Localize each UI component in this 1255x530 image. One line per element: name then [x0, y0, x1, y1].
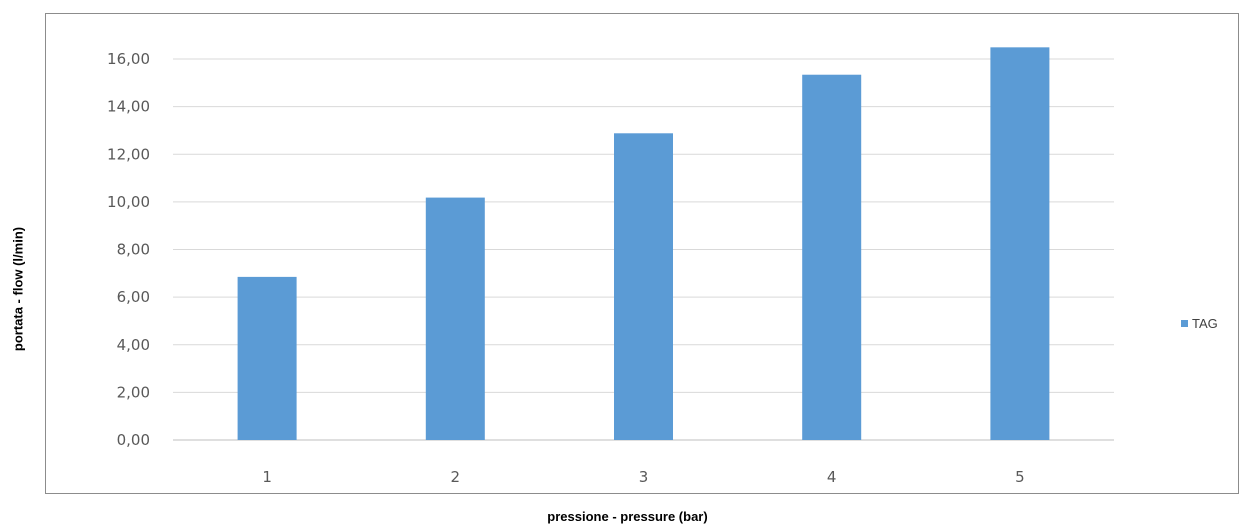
gridlines [173, 58, 1114, 441]
y-tick-label: 14,00 [107, 98, 150, 116]
x-tick-label: 4 [827, 468, 837, 486]
bar-2 [425, 197, 485, 440]
y-tick-label: 10,00 [107, 193, 150, 211]
x-tick-label: 2 [451, 468, 461, 486]
y-tick-label: 4,00 [117, 336, 150, 354]
y-tick-label: 2,00 [117, 383, 150, 401]
y-axis-label: portata - flow (l/min) [10, 226, 26, 352]
x-tick-label: 5 [1015, 468, 1025, 486]
bar-5 [990, 47, 1050, 440]
legend-swatch-tag [1181, 320, 1188, 327]
x-tick-label: 1 [262, 468, 272, 486]
y-tick-label: 0,00 [117, 431, 150, 449]
bars [237, 47, 1050, 441]
y-tick-label: 6,00 [117, 288, 150, 306]
bar-1 [237, 276, 297, 440]
legend-label-tag: TAG [1192, 316, 1218, 331]
x-axis-ticks: 1 2 3 4 5 [262, 468, 1024, 486]
x-tick-label: 3 [639, 468, 649, 486]
y-tick-label: 12,00 [107, 145, 150, 163]
chart-frame [45, 13, 1239, 494]
legend: TAG [1181, 316, 1218, 331]
x-axis-label: pressione - pressure (bar) [547, 509, 708, 524]
y-tick-label: 16,00 [107, 50, 150, 68]
bar-4 [802, 74, 862, 440]
bar-3 [614, 133, 673, 441]
y-axis-ticks: 0,00 2,00 4,00 6,00 8,00 10,00 12,00 14,00 16,00 [107, 50, 150, 449]
y-tick-label: 8,00 [117, 241, 150, 259]
